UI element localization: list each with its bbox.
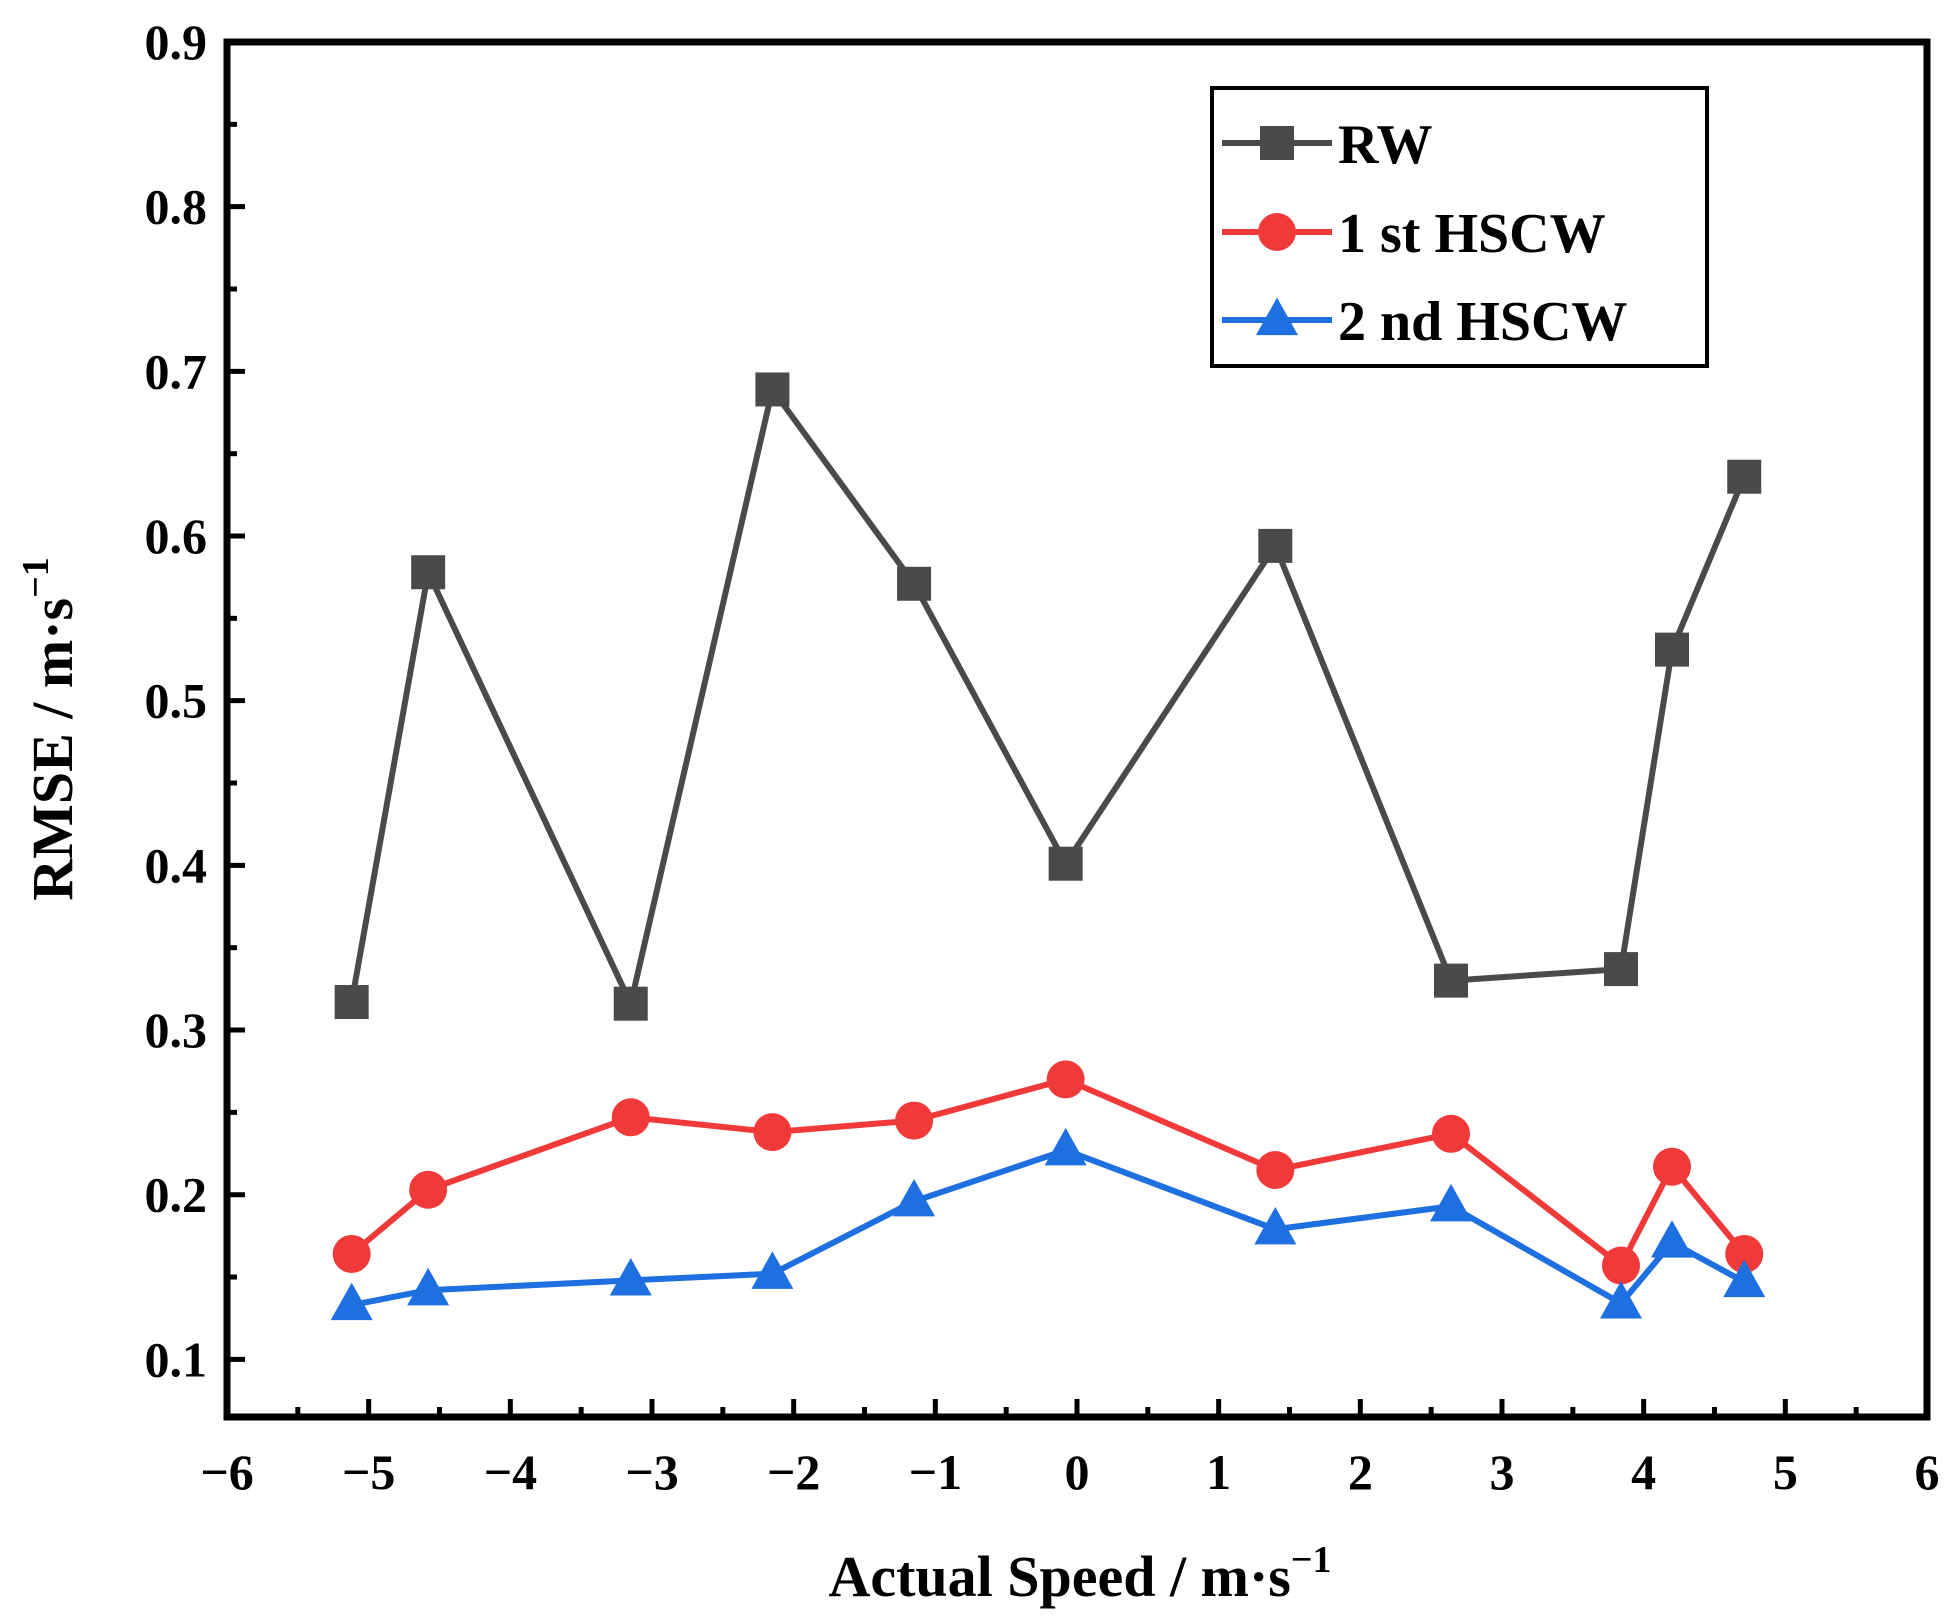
y-tick-label: 0.1	[145, 1331, 208, 1387]
legend-label: 2 nd HSCW	[1338, 291, 1627, 353]
x-tick-label: −5	[342, 1444, 396, 1500]
data-point	[1432, 1114, 1470, 1153]
series-line	[348, 386, 1748, 1007]
x-tick-label: −4	[484, 1444, 538, 1500]
data-point	[1044, 1127, 1087, 1166]
data-point	[1602, 1246, 1640, 1285]
y-tick-label: 0.9	[145, 14, 208, 70]
legend-item: 2 nd HSCW	[1222, 291, 1627, 353]
series-line	[349, 1076, 1747, 1269]
data-point	[751, 1251, 794, 1289]
data-point	[1655, 632, 1689, 667]
series-1-st-hscw	[332, 1060, 1764, 1285]
y-tick-label: 0.3	[145, 1002, 208, 1058]
data-point	[1258, 528, 1293, 563]
data-point	[1727, 459, 1762, 494]
data-point	[330, 1282, 373, 1321]
data-point	[1723, 1259, 1766, 1298]
y-axis-title: RMSE / m·s−1	[15, 557, 85, 901]
data-point	[755, 372, 790, 407]
data-point	[1725, 1234, 1764, 1273]
legend-label: 1 st HSCW	[1338, 203, 1606, 265]
data-point	[332, 1234, 371, 1273]
data-point	[613, 986, 648, 1021]
x-tick-label: 1	[1206, 1444, 1231, 1500]
legend-item: 1 st HSCW	[1222, 203, 1606, 265]
legend: RW 1 st HSCW 2 nd HSCW	[1210, 86, 1709, 368]
data-point	[409, 1170, 448, 1209]
y-tick-label: 0.8	[145, 179, 208, 235]
data-point	[1430, 1183, 1472, 1222]
data-point	[1600, 1281, 1642, 1319]
data-point	[895, 1101, 934, 1140]
x-axis-title-sup: −1	[1291, 1539, 1332, 1581]
x-axis-title: Actual Speed / m·s−1	[828, 1539, 1331, 1609]
x-tick-label: 3	[1490, 1444, 1515, 1500]
data-point	[411, 555, 446, 590]
y-tick-label: 0.5	[145, 673, 208, 729]
data-point	[407, 1267, 450, 1306]
data-point	[1256, 1150, 1295, 1189]
data-point	[1434, 963, 1468, 998]
data-point	[1046, 1060, 1085, 1099]
data-point	[609, 1258, 652, 1296]
x-tick-label: 6	[1915, 1444, 1940, 1500]
data-point	[1604, 952, 1638, 987]
x-tick-label: 2	[1348, 1444, 1373, 1500]
legend-item: RW	[1222, 114, 1432, 176]
legend-marker	[1256, 297, 1298, 336]
series-2-nd-hscw	[330, 1127, 1766, 1321]
data-point	[1651, 1220, 1693, 1258]
x-tick-label: 0	[1065, 1444, 1090, 1500]
legend-label: RW	[1338, 114, 1432, 176]
data-point	[897, 566, 932, 601]
x-tick-label: −3	[625, 1444, 679, 1500]
series-line	[351, 1147, 1746, 1308]
axis-ticks: −6 −5 −4 −3 −2 −1 0 1 2 3 4 5 6 0.1 0.2 0.3 0.4 0.5 0.6 0.7…	[145, 14, 1940, 1500]
legend-marker	[1258, 213, 1296, 251]
data-point	[334, 985, 369, 1020]
legend-items: RW 1 st HSCW 2 nd HSCW	[1222, 114, 1627, 353]
x-tick-label: 5	[1773, 1444, 1798, 1500]
x-tick-label: 4	[1631, 1444, 1656, 1500]
x-tick-label: −1	[909, 1444, 963, 1500]
y-tick-label: 0.4	[145, 837, 208, 893]
y-axis-title-sup: −1	[15, 557, 57, 598]
data-point	[753, 1113, 792, 1152]
data-point	[893, 1178, 936, 1217]
legend-marker	[1260, 126, 1294, 160]
data-point	[1254, 1206, 1297, 1245]
y-tick-label: 0.7	[145, 343, 208, 399]
y-tick-label: 0.2	[145, 1167, 208, 1223]
x-tick-label: −6	[200, 1444, 254, 1500]
x-tick-label: −2	[767, 1444, 821, 1500]
data-point	[1048, 846, 1083, 881]
data-point	[1653, 1147, 1691, 1186]
series-layer	[330, 372, 1766, 1321]
series-rw	[334, 372, 1762, 1021]
data-point	[611, 1098, 650, 1137]
y-tick-label: 0.6	[145, 508, 208, 564]
